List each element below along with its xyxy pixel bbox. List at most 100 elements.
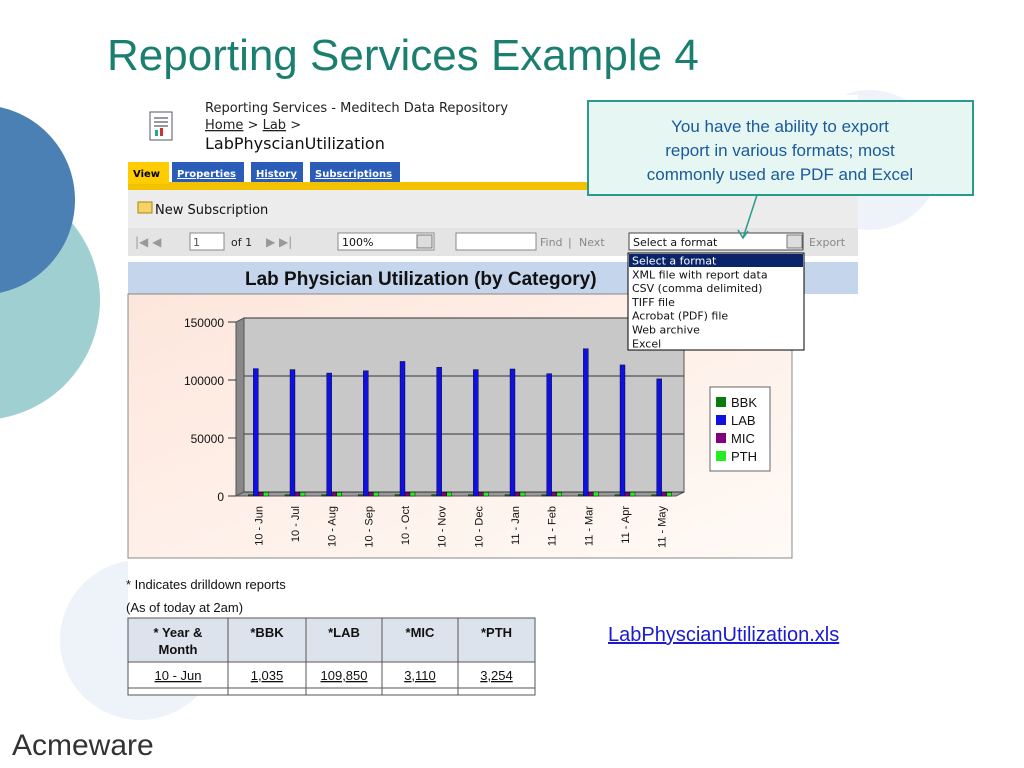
bar bbox=[629, 491, 636, 497]
callout-box bbox=[587, 100, 974, 196]
format-option[interactable]: CSV (comma delimited) bbox=[632, 282, 762, 295]
callout-text: You have the ability to export bbox=[671, 117, 889, 136]
x-tick-label: 11 - Apr bbox=[620, 506, 632, 544]
page-box[interactable] bbox=[189, 232, 225, 251]
data-table: * Year & Month *BBK *LAB *MIC *PTH 10 - Jun 1,0… bbox=[127, 617, 536, 696]
plot-back-wall bbox=[243, 317, 685, 493]
file-link[interactable]: LabPhyscianUtilization.xls bbox=[608, 624, 839, 646]
next[interactable]: Next bbox=[579, 236, 605, 249]
dropdown-button[interactable] bbox=[416, 234, 433, 249]
tab-label[interactable]: Properties bbox=[177, 169, 236, 180]
format-option[interactable]: Acrobat (PDF) file bbox=[632, 310, 728, 323]
legend-label: PTH bbox=[731, 449, 757, 464]
bar bbox=[614, 494, 621, 497]
bar bbox=[248, 494, 254, 497]
bar bbox=[556, 492, 562, 497]
legend-swatch bbox=[716, 451, 726, 461]
bar bbox=[363, 370, 369, 497]
bar bbox=[289, 369, 296, 497]
format-value[interactable]: Select a format bbox=[633, 236, 718, 249]
tab-label[interactable]: History bbox=[256, 169, 297, 180]
tab[interactable] bbox=[310, 162, 400, 182]
report-title: Lab Physician Utilization (by Category) bbox=[245, 269, 597, 290]
table-cell[interactable]: 3,110 bbox=[404, 668, 436, 683]
bar bbox=[399, 361, 406, 497]
legend-swatch bbox=[716, 397, 726, 407]
bar bbox=[509, 368, 516, 497]
legend-swatch bbox=[716, 433, 726, 443]
tab[interactable] bbox=[172, 162, 244, 182]
tab[interactable] bbox=[251, 162, 303, 182]
bar bbox=[258, 492, 264, 497]
format-option[interactable]: TIFF file bbox=[631, 296, 675, 309]
callout-arrowhead bbox=[737, 229, 749, 240]
format-option[interactable]: XML file with report data bbox=[632, 268, 768, 281]
new-subscription[interactable]: New Subscription bbox=[155, 203, 268, 218]
y-tick-label: 0 bbox=[217, 490, 224, 504]
table-cell[interactable]: 3,254 bbox=[480, 668, 513, 683]
x-tick-label: 11 - May bbox=[657, 506, 669, 548]
bar bbox=[368, 492, 374, 497]
breadcrumb-link[interactable]: Lab bbox=[263, 118, 286, 133]
tab[interactable] bbox=[128, 162, 169, 184]
table-row-bg bbox=[127, 687, 536, 696]
callout-text: commonly used are PDF and Excel bbox=[647, 165, 913, 184]
breadcrumb-link[interactable]: Home bbox=[205, 118, 243, 133]
table-header-bg bbox=[127, 617, 536, 663]
table-header: *PTH bbox=[481, 625, 512, 640]
dropdown-list bbox=[627, 252, 805, 351]
table-cell[interactable]: 10 - Jun bbox=[155, 668, 202, 683]
bar bbox=[284, 494, 291, 497]
x-tick-label: 10 - Nov bbox=[437, 506, 449, 548]
bar bbox=[358, 494, 364, 497]
callout-arrow bbox=[742, 194, 758, 239]
bar bbox=[624, 492, 631, 497]
tab-strip bbox=[128, 182, 858, 190]
x-tick-label: 11 - Mar bbox=[583, 506, 595, 546]
find[interactable]: Find bbox=[540, 236, 563, 249]
dropdown-button[interactable] bbox=[786, 234, 803, 249]
format-select[interactable] bbox=[628, 232, 804, 251]
slide-title: Reporting Services Example 4 bbox=[107, 31, 699, 80]
table-row-bg bbox=[127, 661, 536, 689]
bar bbox=[593, 491, 599, 497]
decor-circle bbox=[0, 107, 75, 293]
zoom-value[interactable]: 100% bbox=[342, 236, 373, 249]
table-cell[interactable]: 109,850 bbox=[321, 668, 368, 683]
page-number[interactable]: 1 bbox=[193, 236, 200, 249]
bar bbox=[263, 492, 269, 497]
zoom-select[interactable] bbox=[337, 232, 435, 251]
nav-last[interactable]: ▶ ▶| bbox=[266, 235, 292, 249]
bar bbox=[253, 368, 259, 497]
bar bbox=[666, 492, 672, 497]
breadcrumb-sep: > bbox=[248, 118, 259, 133]
table-header: Month bbox=[159, 642, 198, 657]
legend-label: BBK bbox=[731, 395, 757, 410]
bar bbox=[473, 369, 479, 497]
tab-label[interactable]: Subscriptions bbox=[315, 169, 392, 180]
table-cell[interactable]: 1,035 bbox=[251, 668, 284, 683]
bar bbox=[404, 492, 411, 497]
tab-label[interactable]: View bbox=[133, 169, 160, 180]
subscription-icon bbox=[137, 201, 153, 214]
x-tick-label: 11 - Feb bbox=[547, 506, 559, 546]
legend-swatch bbox=[716, 415, 726, 425]
separator: | bbox=[568, 236, 572, 249]
x-tick-label: 10 - Oct bbox=[400, 506, 412, 545]
bar bbox=[431, 494, 437, 497]
report-icon bbox=[149, 111, 173, 141]
export[interactable]: Export bbox=[809, 236, 846, 249]
site-name: Reporting Services - Meditech Data Repos… bbox=[205, 101, 508, 116]
bar bbox=[394, 494, 401, 497]
format-option[interactable]: Web archive bbox=[632, 324, 700, 337]
find-box[interactable] bbox=[455, 232, 537, 251]
bar bbox=[409, 491, 416, 497]
bar bbox=[373, 492, 379, 497]
format-option[interactable]: Excel bbox=[632, 337, 661, 350]
breadcrumb-sep: > bbox=[290, 118, 301, 133]
chart: 0 50000 100000 150000 10 - Jun 10 - Jul 10 - A… bbox=[184, 316, 771, 548]
nav-first[interactable]: |◀ ◀ bbox=[135, 235, 162, 249]
bar bbox=[656, 378, 662, 497]
format-option[interactable]: Select a format bbox=[632, 255, 717, 268]
